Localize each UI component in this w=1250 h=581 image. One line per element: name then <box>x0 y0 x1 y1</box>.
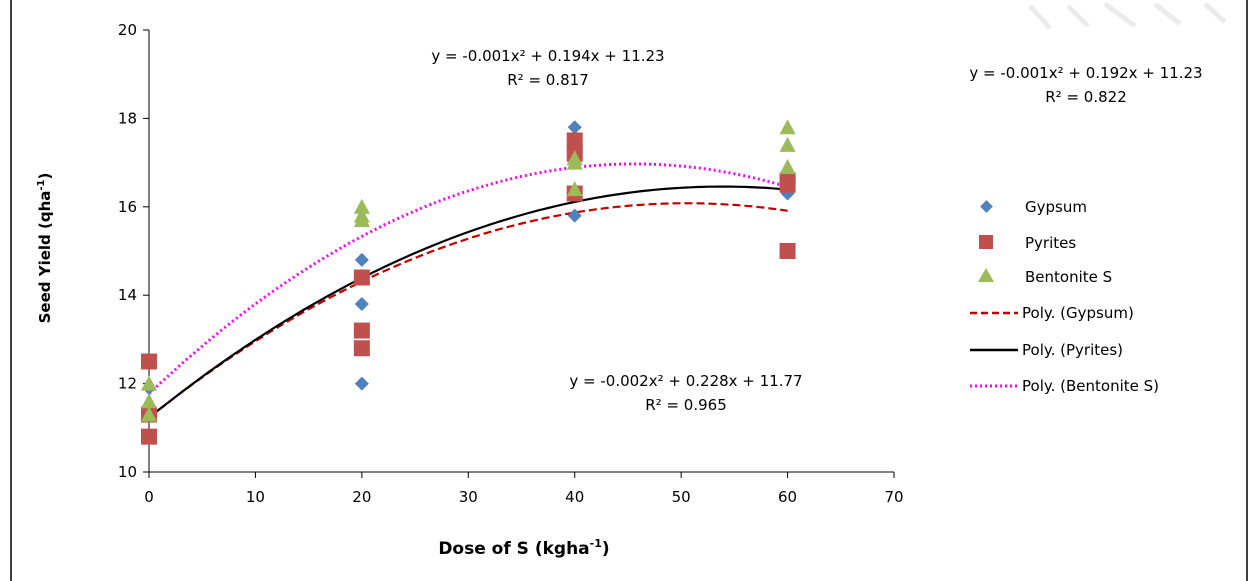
bentonite-point <box>353 207 370 223</box>
y-tick-label: 10 <box>118 463 137 481</box>
y-tick-label: 14 <box>118 286 137 304</box>
trendline-dotted <box>147 162 789 395</box>
equation-2-line2: R² = 0.822 <box>1045 88 1126 106</box>
pyrites-point <box>353 269 370 286</box>
bentonite-point <box>779 119 796 135</box>
trendlines <box>147 162 789 419</box>
legend: Gypsum Pyrites Bentonite S Poly. (Gypsum… <box>970 198 1159 395</box>
y-tick-label: 20 <box>118 21 137 39</box>
x-tick-label: 70 <box>884 488 903 506</box>
pyrites-point <box>779 172 796 189</box>
y-axis-title-sup: -1 <box>36 179 47 190</box>
watermark <box>1028 1 1227 30</box>
x-axis-title: Dose of S (kgha-1) <box>438 537 609 559</box>
equation-1-line1: y = -0.001x² + 0.194x + 11.23 <box>431 47 664 65</box>
bentonite-point <box>141 375 157 391</box>
gypsum-point <box>354 297 369 312</box>
equation-1-line2: R² = 0.817 <box>507 71 588 89</box>
square-marker-icon <box>979 235 993 249</box>
equation-3-line2: R² = 0.965 <box>645 396 726 414</box>
legend-item-poly-bentonite: Poly. (Bentonite S) <box>970 377 1159 395</box>
gypsum-point <box>567 120 582 135</box>
bentonite-point <box>353 198 370 214</box>
legend-item-poly-pyrites: Poly. (Pyrites) <box>970 341 1123 359</box>
x-tick-label: 30 <box>459 488 478 506</box>
data-points <box>141 119 796 445</box>
legend-item-gypsum: Gypsum <box>980 198 1087 216</box>
y-axis-title: Seed Yield (qha-1) <box>36 173 54 324</box>
equation-2-line1: y = -0.001x² + 0.192x + 11.23 <box>969 64 1202 82</box>
x-tick-label: 40 <box>565 488 584 506</box>
diamond-marker-icon <box>980 200 993 213</box>
y-axis-title-text: Seed Yield (qha <box>36 191 54 324</box>
legend-label-pyrites: Pyrites <box>1025 234 1076 252</box>
legend-item-pyrites: Pyrites <box>979 234 1076 252</box>
legend-item-poly-gypsum: Poly. (Gypsum) <box>970 304 1134 322</box>
bentonite-point <box>779 136 796 152</box>
legend-label-bentonite: Bentonite S <box>1025 268 1112 286</box>
x-axis-title-end: ) <box>602 539 610 559</box>
equation-3-line1: y = -0.002x² + 0.228x + 11.77 <box>569 372 802 390</box>
legend-item-bentonite: Bentonite S <box>978 268 1112 286</box>
y-tick-label: 12 <box>118 375 137 393</box>
legend-label-poly-pyrites: Poly. (Pyrites) <box>1022 341 1123 359</box>
bentonite-point <box>566 181 583 197</box>
y-axis-title-end: ) <box>36 173 54 180</box>
pyrites-point <box>353 340 370 357</box>
gypsum-point <box>354 376 369 391</box>
legend-label-gypsum: Gypsum <box>1025 198 1087 216</box>
x-ticks: 0 10 20 30 40 50 60 70 <box>144 472 904 506</box>
y-tick-label: 18 <box>118 109 137 127</box>
x-tick-label: 20 <box>352 488 371 506</box>
x-axis-title-sup: -1 <box>590 537 602 550</box>
pyrites-point <box>141 428 157 445</box>
x-tick-label: 10 <box>246 488 265 506</box>
x-tick-label: 0 <box>144 488 154 506</box>
gypsum-point <box>354 252 369 267</box>
y-tick-label: 16 <box>118 198 137 216</box>
gypsum-point <box>567 208 582 223</box>
pyrites-point <box>779 243 796 259</box>
x-tick-label: 60 <box>778 488 797 506</box>
bentonite-point <box>141 406 157 422</box>
bentonite-point <box>141 393 157 409</box>
trendline-solid <box>148 185 788 419</box>
pyrites-point <box>141 353 157 370</box>
x-tick-label: 50 <box>672 488 691 506</box>
bentonite-point <box>566 150 583 166</box>
y-ticks: 10 12 14 16 18 20 <box>118 21 149 481</box>
legend-label-poly-gypsum: Poly. (Gypsum) <box>1022 304 1134 322</box>
pyrites-point <box>566 132 583 149</box>
bentonite-point <box>779 159 796 175</box>
legend-label-poly-bentonite: Poly. (Bentonite S) <box>1022 377 1159 395</box>
triangle-marker-icon <box>978 268 994 282</box>
pyrites-point <box>353 322 370 339</box>
x-axis-title-text: Dose of S (kgha <box>438 539 589 559</box>
